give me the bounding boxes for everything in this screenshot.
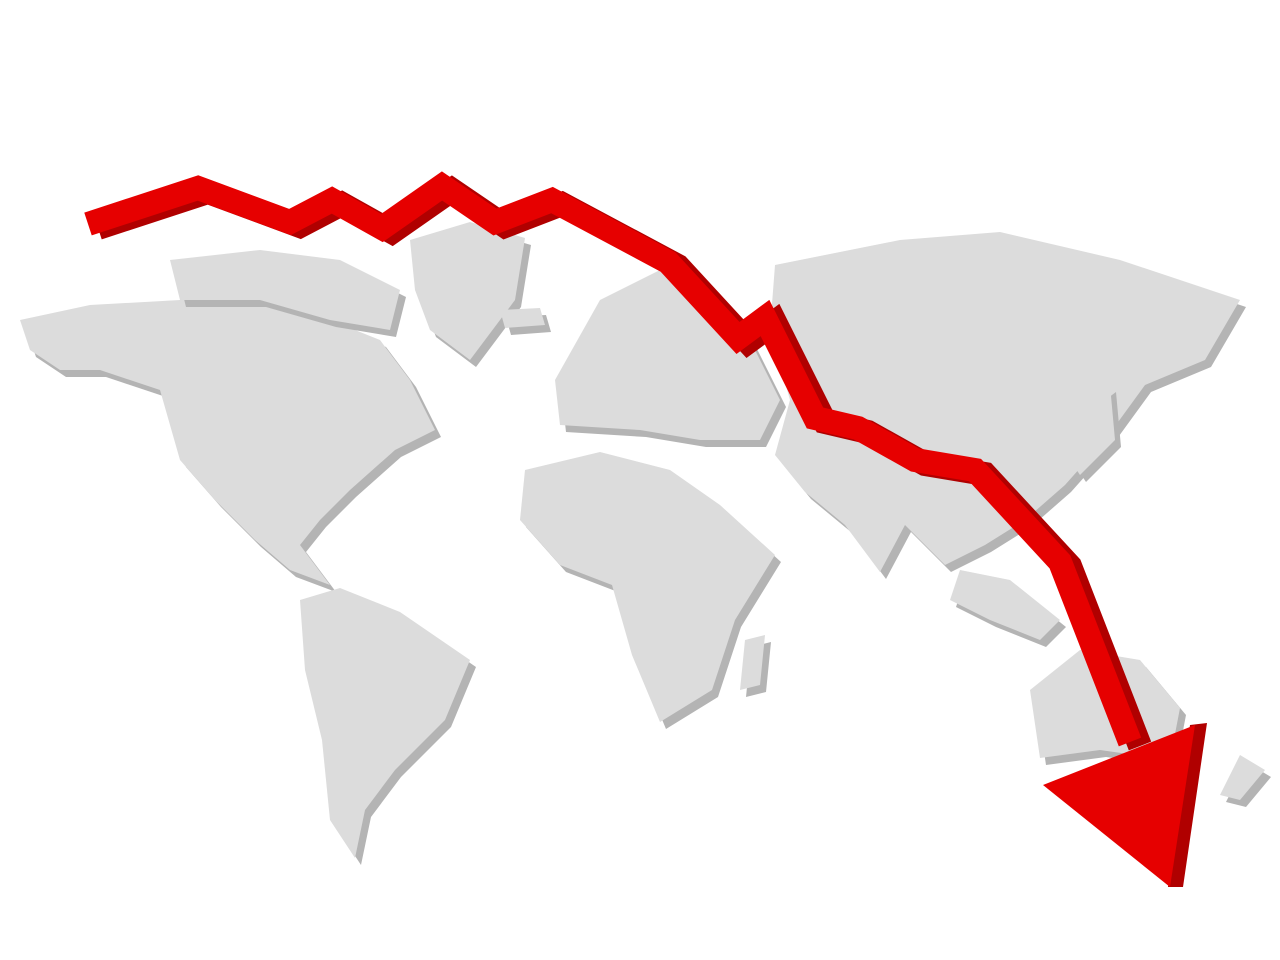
asia: [770, 232, 1240, 572]
north-america: [20, 290, 435, 585]
madagascar: [740, 635, 765, 690]
europe: [555, 270, 780, 440]
arrow-shaft: [84, 171, 1142, 747]
africa: [520, 452, 775, 722]
south-america: [300, 588, 470, 858]
falling-trend-arrow: [84, 171, 1207, 887]
iceland: [500, 308, 545, 328]
arctic-islands: [170, 250, 400, 330]
new-zealand: [1220, 755, 1265, 800]
arrowhead-shadow: [1168, 723, 1207, 887]
greenland: [410, 222, 525, 360]
world-map: [20, 222, 1271, 865]
southeast-asia: [950, 570, 1060, 640]
arrowhead: [1043, 725, 1195, 887]
japan: [1070, 385, 1115, 475]
